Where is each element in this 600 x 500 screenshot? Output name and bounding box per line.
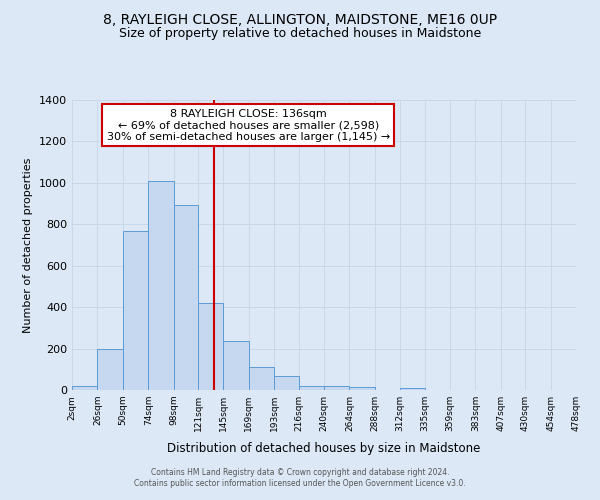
Text: 8, RAYLEIGH CLOSE, ALLINGTON, MAIDSTONE, ME16 0UP: 8, RAYLEIGH CLOSE, ALLINGTON, MAIDSTONE,…	[103, 12, 497, 26]
Bar	[274, 376, 299, 390]
Text: Contains HM Land Registry data © Crown copyright and database right 2024.
Contai: Contains HM Land Registry data © Crown c…	[134, 468, 466, 487]
Bar	[324, 386, 349, 390]
Bar	[148, 181, 173, 390]
Bar	[299, 386, 324, 390]
Bar	[97, 348, 123, 390]
Bar	[400, 388, 425, 390]
Y-axis label: Number of detached properties: Number of detached properties	[23, 158, 34, 332]
Bar	[249, 367, 274, 390]
Bar	[173, 204, 198, 390]
Bar	[123, 230, 148, 390]
Bar	[198, 303, 223, 390]
Bar	[72, 386, 97, 390]
Text: Size of property relative to detached houses in Maidstone: Size of property relative to detached ho…	[119, 28, 481, 40]
Text: 8 RAYLEIGH CLOSE: 136sqm
← 69% of detached houses are smaller (2,598)
30% of sem: 8 RAYLEIGH CLOSE: 136sqm ← 69% of detach…	[107, 108, 390, 142]
Bar	[349, 387, 375, 390]
Bar	[223, 342, 249, 390]
X-axis label: Distribution of detached houses by size in Maidstone: Distribution of detached houses by size …	[167, 442, 481, 456]
